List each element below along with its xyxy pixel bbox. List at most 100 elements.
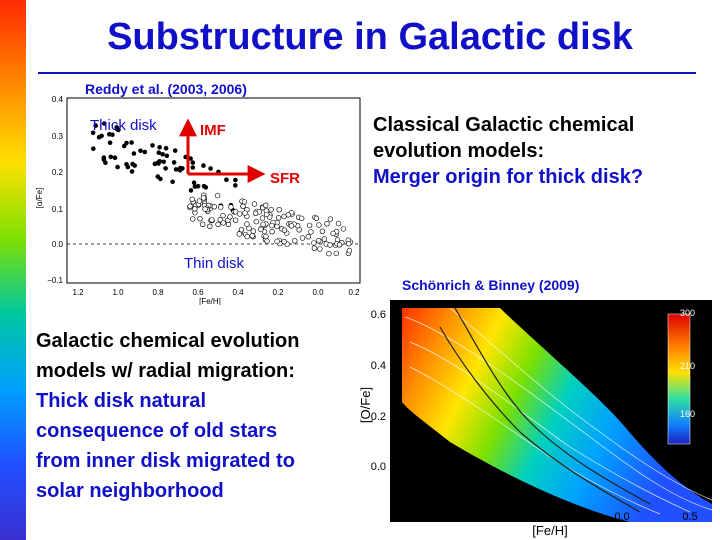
density-contours (404, 307, 713, 515)
thick-disk-point (142, 149, 148, 155)
reddy-xlabel: [Fe/H] (199, 297, 221, 305)
classical-models-line3: Merger origin for thick disk? (373, 166, 644, 188)
reddy-xtick-label: 0.2 (272, 288, 284, 297)
thick-disk-point (208, 166, 213, 171)
thick-disk-point (171, 160, 177, 165)
thick-disk-point (190, 160, 196, 165)
thick-disk-point (163, 166, 168, 171)
thin-disk-point (274, 223, 280, 230)
thick-disk-point (99, 133, 104, 139)
thin-disk-point (227, 214, 233, 220)
thick-disk-point (188, 188, 194, 193)
thin-disk-point (292, 238, 298, 244)
schonrich-xtick-label: −0.5 (539, 511, 561, 523)
thin-disk-point (187, 203, 193, 209)
thin-disk-point (258, 226, 264, 233)
thin-disk-point (275, 215, 282, 221)
thin-disk-point (242, 210, 248, 216)
thin-disk-point (335, 220, 342, 227)
thin-disk-point (299, 235, 306, 241)
migration-text-line6: solar neighborhood (36, 480, 224, 502)
schonrich-binney-figure: Schönrich & Binney (2009) 300 210 160 0.… (358, 277, 713, 538)
thin-disk-point (215, 221, 221, 228)
schonrich-xtick-label: 0.5 (682, 511, 697, 523)
thick-disk-point (107, 140, 113, 145)
thick-disk-point (156, 150, 162, 155)
thin-disk-point (246, 225, 252, 232)
thin-disk-point (346, 241, 352, 247)
migration-text-line5: from inner disk migrated to (36, 450, 295, 472)
thin-disk-point (240, 203, 246, 210)
thin-disk-point (251, 201, 258, 207)
reddy-citation: Reddy et al. (2003, 2006) (85, 81, 247, 97)
rainbow-sidebar (0, 0, 26, 540)
thin-disk-point (220, 220, 226, 226)
thick-disk-point (233, 177, 238, 183)
migration-text-line1: Galactic chemical evolution (36, 330, 300, 352)
thin-disk-point (214, 192, 221, 199)
thin-disk-point (281, 239, 287, 245)
thin-disk-point (316, 238, 322, 244)
schonrich-xtick-label: 0.0 (614, 511, 629, 523)
thick-disk-point (112, 155, 118, 160)
thin-disk-point (299, 215, 305, 222)
thin-disk-point (285, 212, 291, 218)
thin-disk-point (244, 233, 250, 240)
reddy-xtick-label: 0.6 (192, 288, 204, 297)
thin-disk-point (305, 234, 311, 240)
thin-disk-point (209, 217, 215, 223)
thin-disk-point (336, 242, 343, 248)
thin-disk-point (196, 198, 203, 204)
evolution-tracks (439, 307, 651, 513)
reddy-xtick-label: 0.8 (152, 288, 164, 297)
schonrich-citation: Schönrich & Binney (2009) (402, 277, 579, 293)
thick-disk-point (173, 167, 179, 172)
thin-disk-point (259, 215, 266, 221)
thin-disk-point (207, 223, 213, 230)
colorbar-tick-label: 210 (680, 361, 695, 371)
thin-disk-point (319, 228, 326, 235)
colorbar-tick-label: 300 (680, 308, 695, 318)
thin-disk-point (274, 238, 280, 245)
slide-title: Substructure in Galactic disk (107, 16, 633, 58)
thick-disk-point (160, 152, 165, 157)
sfr-label: SFR (270, 170, 300, 187)
thin-disk-point (264, 211, 270, 218)
reddy-xtick-label: 1.2 (72, 288, 84, 297)
thick-disk-point (110, 132, 115, 137)
abundance-distribution-fan (402, 308, 712, 522)
thin-disk-point (218, 204, 224, 210)
reddy-ytick-label: 0.2 (52, 168, 64, 177)
thick-disk-point (224, 177, 229, 182)
thick-disk-point (102, 121, 107, 126)
thin-disk-point (238, 227, 245, 233)
thin-disk-point (308, 229, 314, 235)
thick-disk-point (138, 148, 143, 153)
thick-disk-point (177, 168, 183, 173)
classical-models-line1: Classical Galactic chemical (373, 114, 635, 136)
thin-disk-point (263, 202, 269, 209)
schonrich-ytick-label: 0.6 (371, 309, 386, 321)
reddy-ytick-label: −0.1 (47, 276, 63, 285)
thick-disk-point (172, 148, 178, 153)
migration-text-line2: models w/ radial migration: (36, 360, 295, 382)
thin-disk-point (340, 226, 347, 232)
thin-disk-point (306, 222, 313, 229)
thick-disk-point (114, 125, 119, 130)
reddy-ytick-label: 0.0 (52, 240, 64, 249)
colorbar-tick-label: 160 (680, 409, 695, 419)
thick-disk-point (201, 163, 206, 168)
thin-disk-point (264, 238, 270, 244)
reddy-ytick-label: 0.4 (52, 95, 64, 104)
reddy-ytick-label: 0.1 (52, 205, 64, 214)
thin-disk-point (269, 222, 275, 229)
thin-disk-point (330, 230, 336, 237)
thick-disk-point (124, 140, 129, 146)
thin-disk-point (200, 195, 207, 201)
thin-disk-point (268, 206, 274, 213)
thin-disk-point (189, 196, 195, 203)
thin-disk-point (200, 221, 206, 228)
thick-disk-point (158, 176, 163, 182)
thin-disk-point (241, 199, 248, 205)
thin-disk-point (220, 212, 226, 219)
